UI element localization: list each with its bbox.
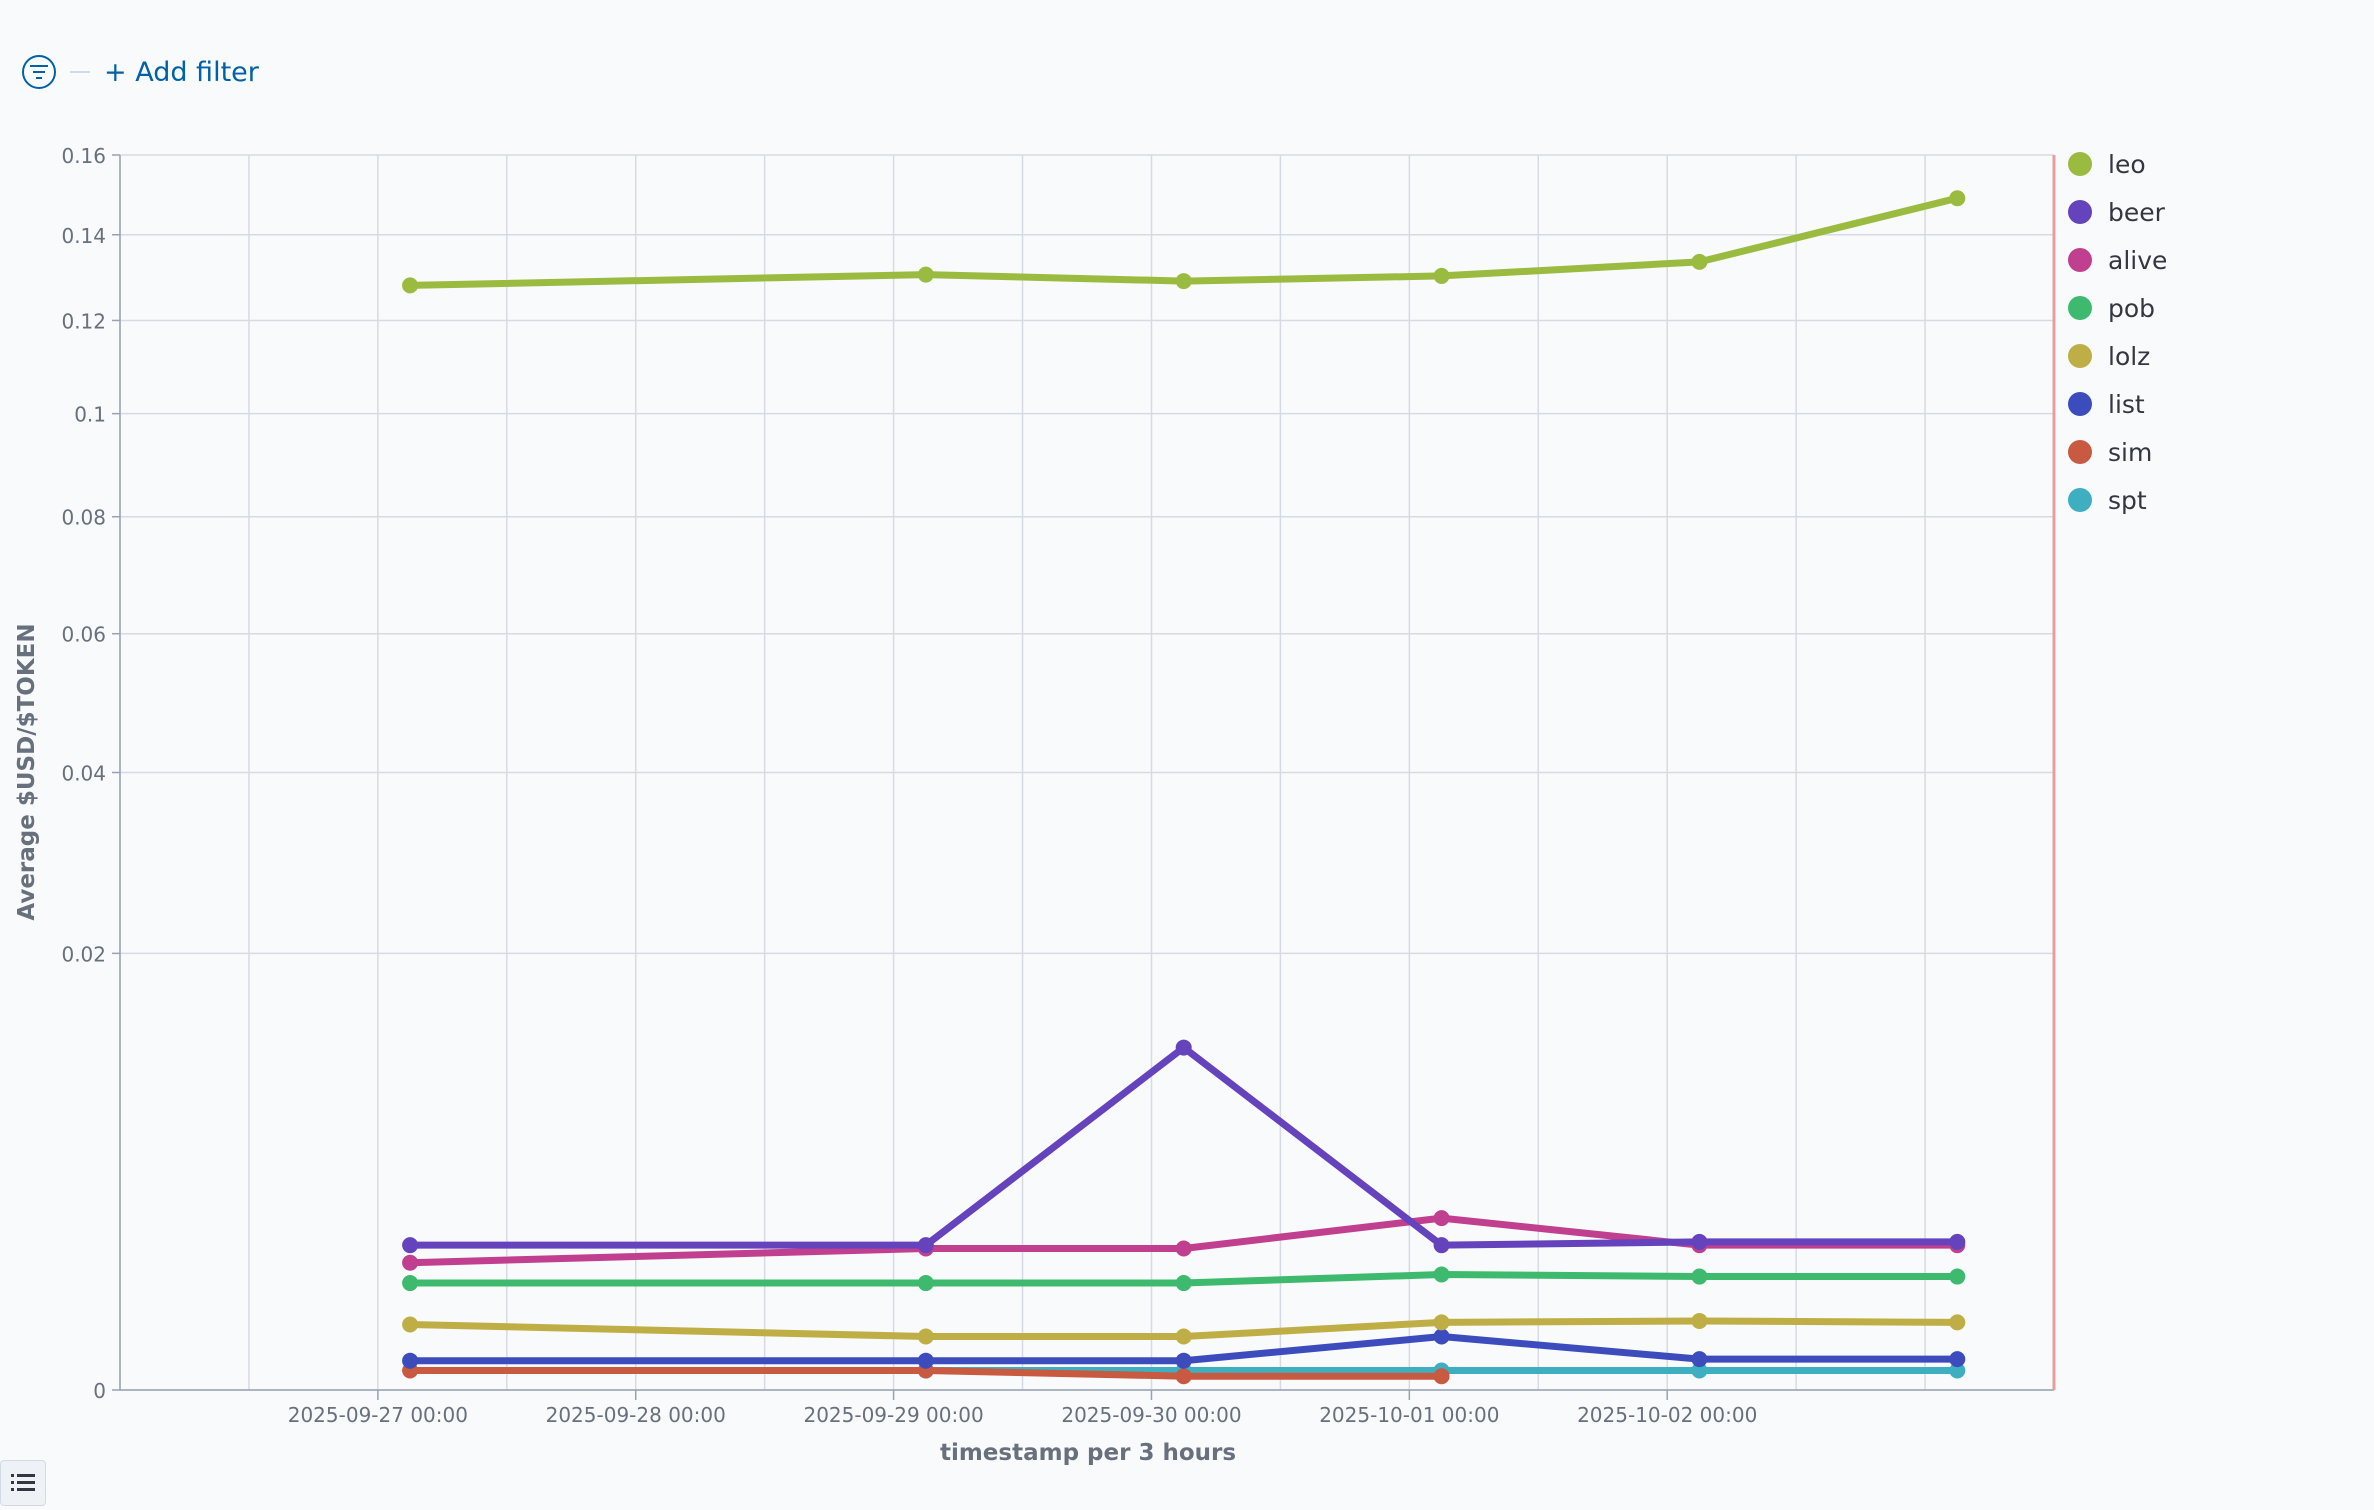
legend-dot-icon: [2068, 392, 2092, 416]
legend-dot-icon: [2068, 344, 2092, 368]
series-pob: [402, 1266, 1966, 1292]
series-line-beer: [406, 1044, 1961, 1249]
axes: 0 0.02 0.04 0.06 0.08 0.1 0.12 0.14 0.16 2025-09-…: [61, 144, 2056, 1427]
data-point-alive[interactable]: [1175, 1240, 1192, 1257]
legend-dot-icon: [2068, 248, 2092, 272]
series-beer: [402, 1039, 1966, 1254]
data-point-beer[interactable]: [1175, 1039, 1192, 1056]
data-point-leo[interactable]: [402, 277, 419, 294]
data-point-list[interactable]: [1691, 1351, 1708, 1368]
data-point-lolz[interactable]: [1691, 1312, 1708, 1329]
data-point-leo[interactable]: [917, 266, 934, 283]
series-line-sim: [406, 1366, 1446, 1380]
legend-dot-icon: [2068, 152, 2092, 176]
series-line-leo: [406, 194, 1961, 289]
data-point-beer[interactable]: [1949, 1233, 1966, 1250]
series-leo: [402, 190, 1966, 294]
series-line-list: [406, 1333, 1961, 1365]
legend-item-alive[interactable]: alive: [2068, 236, 2358, 284]
x-tick-label: 2025-10-01 00:00: [1319, 1403, 1499, 1427]
y-tick-label: 0.06: [61, 623, 106, 647]
data-point-list[interactable]: [1175, 1352, 1192, 1369]
data-point-spt[interactable]: [1691, 1362, 1708, 1379]
series-lolz: [402, 1312, 1966, 1345]
legend-label: alive: [2108, 245, 2168, 275]
data-point-lolz[interactable]: [1949, 1314, 1966, 1331]
legend: leo beer alive pob lolz list sim spt: [2068, 140, 2358, 524]
legend-item-spt[interactable]: spt: [2068, 476, 2358, 524]
legend-item-sim[interactable]: sim: [2068, 428, 2358, 476]
data-point-pob[interactable]: [402, 1275, 419, 1292]
legend-dot-icon: [2068, 200, 2092, 224]
legend-label: leo: [2108, 149, 2146, 179]
legend-item-pob[interactable]: pob: [2068, 284, 2358, 332]
y-tick-label: 0.08: [61, 506, 106, 530]
data-point-lolz[interactable]: [1433, 1314, 1450, 1331]
x-axis-label: timestamp per 3 hours: [940, 1440, 1236, 1466]
data-point-leo[interactable]: [1949, 190, 1966, 207]
y-tick-label: 0.12: [61, 309, 106, 333]
data-point-spt[interactable]: [1949, 1362, 1966, 1379]
y-axis-label: Average $USD/$TOKEN: [14, 623, 40, 920]
legend-label: sim: [2108, 437, 2153, 467]
list-icon[interactable]: [0, 1460, 46, 1506]
data-point-pob[interactable]: [1433, 1266, 1450, 1283]
data-point-leo[interactable]: [1691, 253, 1708, 270]
series-layer: [402, 190, 1966, 1385]
series-line-lolz: [406, 1317, 1961, 1341]
y-tick-label: 0.04: [61, 762, 106, 786]
data-point-alive[interactable]: [402, 1254, 419, 1271]
y-tick-label: 0: [93, 1379, 106, 1403]
x-tick-label: 2025-09-29 00:00: [803, 1403, 983, 1427]
legend-item-list[interactable]: list: [2068, 380, 2358, 428]
legend-item-beer[interactable]: beer: [2068, 188, 2358, 236]
legend-label: beer: [2108, 197, 2165, 227]
x-tick-label: 2025-09-28 00:00: [546, 1403, 726, 1427]
filter-bar: + Add filter: [22, 52, 259, 92]
filter-separator: [70, 71, 90, 73]
data-point-leo[interactable]: [1433, 267, 1450, 284]
data-point-sim[interactable]: [1175, 1368, 1192, 1385]
data-point-lolz[interactable]: [402, 1316, 419, 1333]
data-point-lolz[interactable]: [1175, 1328, 1192, 1345]
data-point-pob[interactable]: [1175, 1275, 1192, 1292]
data-point-pob[interactable]: [1691, 1268, 1708, 1285]
legend-dot-icon: [2068, 488, 2092, 512]
x-tick-label: 2025-09-30 00:00: [1061, 1403, 1241, 1427]
data-point-leo[interactable]: [1175, 273, 1192, 290]
series-list: [402, 1328, 1966, 1369]
data-point-beer[interactable]: [1691, 1233, 1708, 1250]
legend-label: pob: [2108, 293, 2156, 323]
legend-dot-icon: [2068, 296, 2092, 320]
x-tick-label: 2025-09-27 00:00: [288, 1403, 468, 1427]
filter-icon[interactable]: [22, 55, 56, 89]
data-point-beer[interactable]: [1433, 1237, 1450, 1254]
data-point-list[interactable]: [1433, 1328, 1450, 1345]
y-tick-label: 0.02: [61, 942, 106, 966]
legend-item-leo[interactable]: leo: [2068, 140, 2358, 188]
data-point-beer[interactable]: [917, 1237, 934, 1254]
grid: [119, 154, 2055, 1391]
data-point-list[interactable]: [402, 1352, 419, 1369]
y-tick-label: 0.14: [61, 224, 106, 248]
data-point-pob[interactable]: [917, 1275, 934, 1292]
legend-dot-icon: [2068, 440, 2092, 464]
data-point-sim[interactable]: [1433, 1368, 1450, 1385]
y-tick-label: 0.1: [74, 403, 106, 427]
legend-item-lolz[interactable]: lolz: [2068, 332, 2358, 380]
x-tick-label: 2025-10-02 00:00: [1577, 1403, 1757, 1427]
data-point-alive[interactable]: [1433, 1210, 1450, 1227]
data-point-pob[interactable]: [1949, 1268, 1966, 1285]
data-point-list[interactable]: [917, 1352, 934, 1369]
add-filter-button[interactable]: + Add filter: [104, 56, 259, 88]
data-point-list[interactable]: [1949, 1351, 1966, 1368]
series-line-pob: [406, 1270, 1961, 1287]
legend-label: spt: [2108, 485, 2147, 515]
legend-label: list: [2108, 389, 2145, 419]
legend-label: lolz: [2108, 341, 2151, 371]
data-point-beer[interactable]: [402, 1237, 419, 1254]
data-point-lolz[interactable]: [917, 1328, 934, 1345]
y-tick-label: 0.16: [61, 144, 106, 168]
